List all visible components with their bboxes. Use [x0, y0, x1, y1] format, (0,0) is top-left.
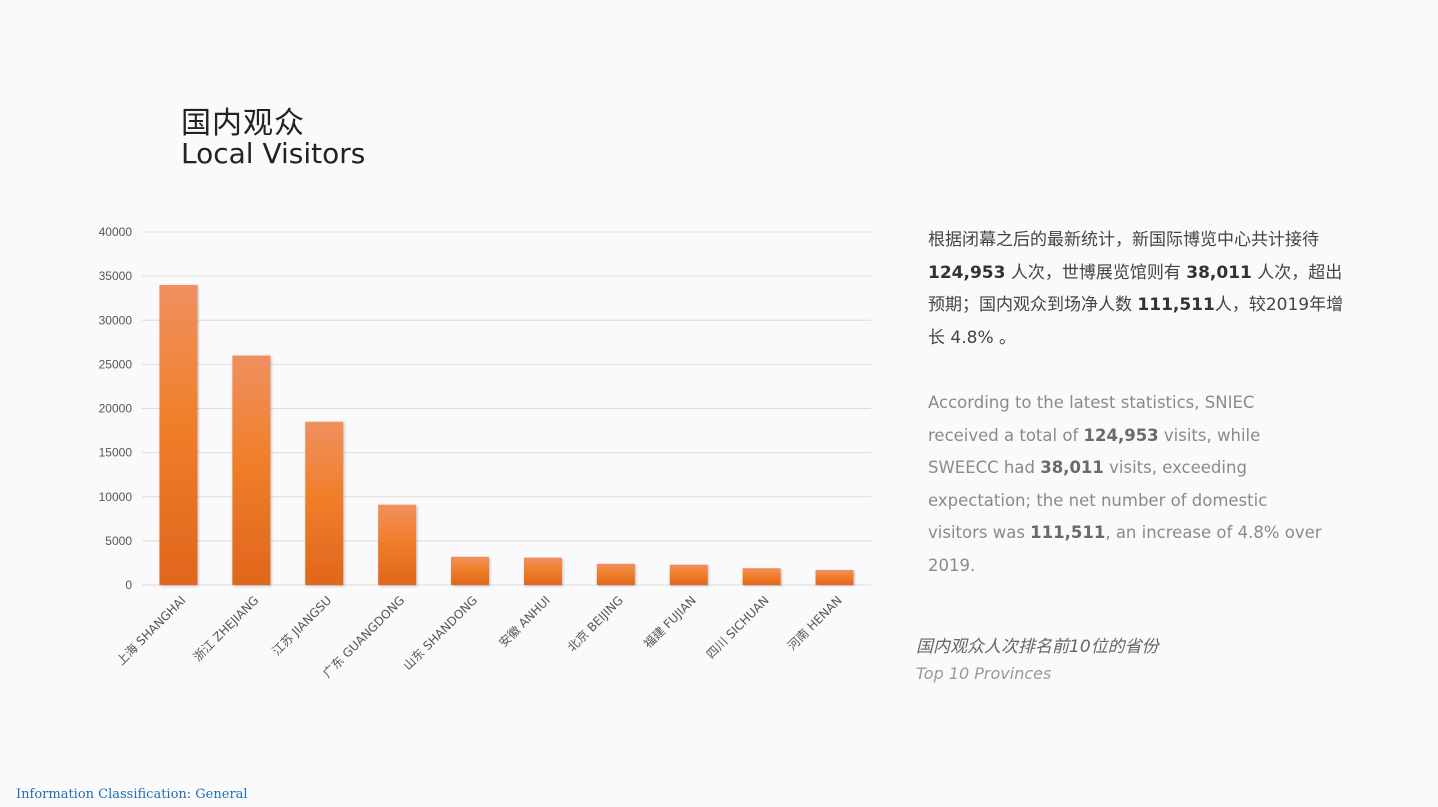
bar [305, 421, 344, 585]
stat-sniec-visits-en: 124,953 [1083, 425, 1159, 445]
y-tick-label: 15000 [99, 446, 133, 460]
bar [451, 556, 490, 585]
y-tick-label: 35000 [99, 269, 133, 283]
stat-sweecc-visits: 38,011 [1186, 262, 1252, 283]
x-category-label: 江苏 JIANGSU [269, 593, 334, 658]
x-category-label: 上海 SHANGHAI [113, 593, 188, 668]
x-category-label: 河南 HENAN [784, 593, 845, 654]
bar [742, 568, 781, 585]
stat-sweecc-visits-en: 38,011 [1040, 458, 1104, 477]
bar [669, 564, 708, 585]
bar [523, 557, 562, 585]
x-category-label: 浙江 ZHEJIANG [191, 593, 262, 664]
bar-chart: 0 5000 10000 15000 20000 25000 30000 35000 40000… [99, 225, 871, 680]
classification-footer: Information Classification: General [16, 787, 248, 802]
description-zh: 根据闭幕之后的最新统计，新国际博览中心共计接待 124,953 人次，世博展览馆… [928, 230, 1344, 348]
x-category-label: 广东 GUANGDONG [320, 593, 407, 680]
x-category-label: 安徽 ANHUI [496, 593, 554, 651]
page-title-en: Local Visitors [181, 137, 366, 170]
stat-net-visitors: 111,511 [1137, 295, 1215, 315]
x-category-label: 四川 SICHUAN [704, 593, 772, 661]
y-tick-label: 20000 [99, 402, 133, 416]
bar [378, 504, 417, 585]
y-tick-label: 10000 [99, 490, 133, 504]
x-category-label: 山东 SHANDONG [401, 593, 481, 673]
bar [232, 355, 271, 585]
y-tick-label: 40000 [99, 225, 133, 239]
chart-caption-zh: 国内观众人次排名前10位的省份 [916, 637, 1159, 657]
bar [159, 284, 198, 585]
bar [596, 563, 635, 585]
stat-net-visitors-en: 111,511 [1030, 523, 1106, 542]
stat-sniec-visits: 124,953 [928, 262, 1006, 283]
y-tick-label: 0 [125, 578, 132, 592]
page-title-zh: 国内观众 [181, 106, 305, 141]
chart-caption-en: Top 10 Provinces [916, 664, 1052, 683]
x-category-label: 北京 BEIJING [565, 593, 626, 654]
description-en: According to the latest statistics, SNIE… [928, 393, 1322, 575]
y-tick-label: 25000 [99, 357, 133, 371]
y-tick-label: 5000 [105, 534, 132, 548]
x-category-label: 福建 FUJIAN [640, 593, 699, 652]
bar [815, 569, 854, 585]
y-tick-label: 30000 [99, 313, 133, 327]
